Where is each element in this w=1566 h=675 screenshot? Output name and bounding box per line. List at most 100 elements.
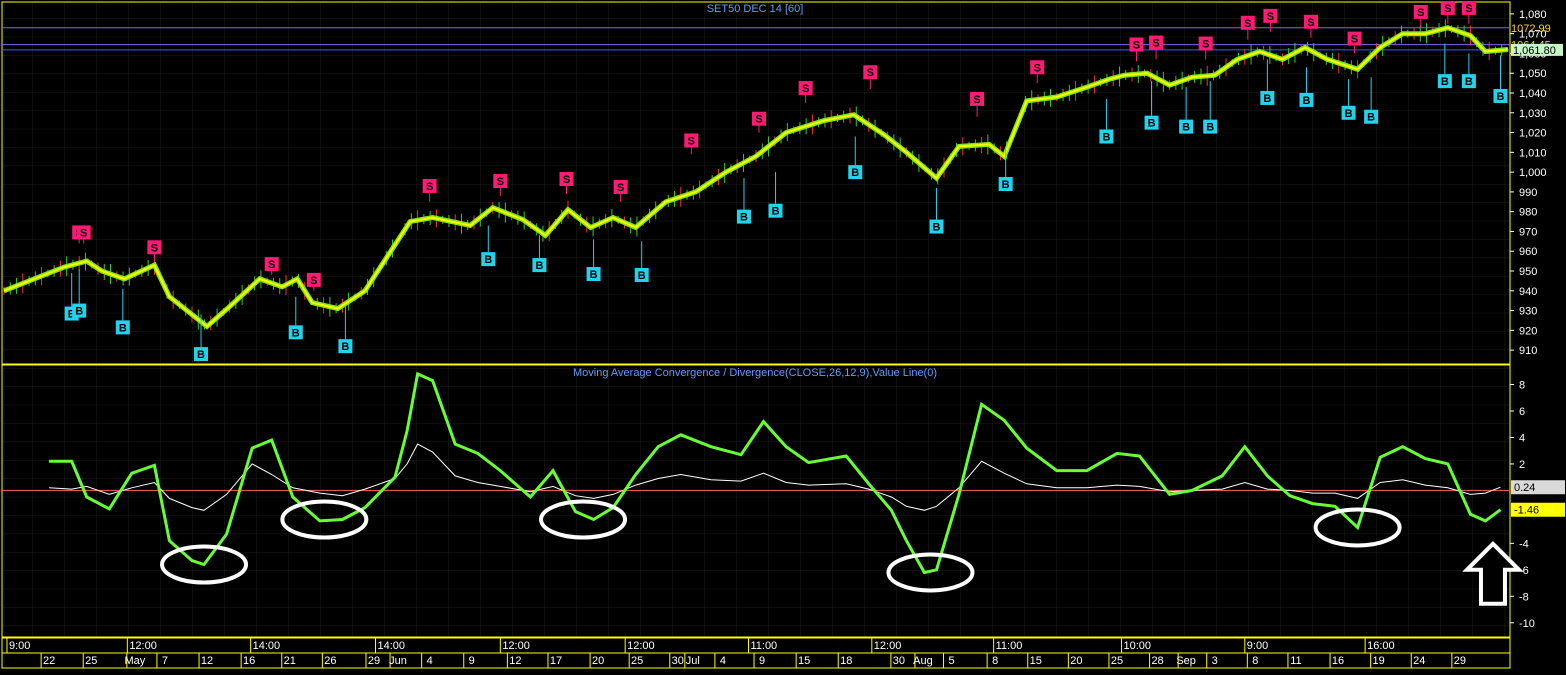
buy-signal-box bbox=[481, 252, 496, 267]
buy-signal-label: B bbox=[292, 327, 300, 339]
date-axis-label: 9 bbox=[469, 655, 475, 667]
buy-signal-label: B bbox=[1148, 118, 1156, 130]
date-axis-row bbox=[1, 652, 1511, 669]
price-axis-label: 930 bbox=[1519, 306, 1537, 318]
buy-signal-box bbox=[634, 267, 649, 282]
date-axis-label: 20 bbox=[592, 655, 604, 667]
sell-signal-label: S bbox=[1133, 40, 1140, 52]
time-axis-label: 9:00 bbox=[1247, 640, 1268, 652]
buy-signal-box bbox=[998, 176, 1013, 191]
last-price-tag bbox=[1511, 43, 1563, 56]
sell-signal-box bbox=[1198, 36, 1213, 51]
macd-axis-label: -8 bbox=[1519, 591, 1529, 603]
buy-signal-box bbox=[736, 209, 751, 224]
sell-signal-box bbox=[1303, 14, 1318, 29]
price-axis-label: 990 bbox=[1519, 187, 1537, 199]
date-axis-label: 4 bbox=[427, 655, 433, 667]
date-axis-label: 25 bbox=[1111, 655, 1123, 667]
buy-signal-label: B bbox=[1102, 132, 1110, 144]
sell-signal-label: S bbox=[1465, 3, 1472, 15]
buy-signal-box bbox=[1493, 88, 1508, 103]
sell-signal-label: S bbox=[755, 114, 762, 126]
sell-signal-label: S bbox=[617, 182, 624, 194]
buy-signal-box bbox=[72, 303, 87, 318]
price-axis-label: 1,020 bbox=[1519, 128, 1547, 140]
price-axis-label: 1,000 bbox=[1519, 167, 1547, 179]
sell-signal-label: S bbox=[867, 67, 874, 79]
time-axis: 9:00 12:00 14:00 14:00 12:00 12:00 11:00 12:00 1… bbox=[1, 637, 1511, 669]
macd-axis-label: 8 bbox=[1519, 380, 1525, 392]
date-axis-label: 12 bbox=[509, 655, 521, 667]
date-axis-label: 16 bbox=[243, 655, 255, 667]
buy-signal-box bbox=[929, 219, 944, 234]
buy-signal-label: B bbox=[75, 306, 83, 318]
macd-axis: 8 6 4 2 -4 -6 -8 -10 0.24 -1.46 bbox=[1510, 380, 1565, 630]
price-panel-frame bbox=[1, 1, 1511, 365]
time-axis-label: 14:00 bbox=[253, 640, 281, 652]
price-line bbox=[3, 26, 1509, 328]
buy-signal-box bbox=[768, 203, 783, 218]
time-axis-label: 12:00 bbox=[874, 640, 902, 652]
price-axis-label: 1,070 bbox=[1519, 29, 1547, 41]
buy-signal-label: B bbox=[197, 349, 205, 361]
buy-signal-label: B bbox=[1441, 76, 1449, 88]
sell-signal-label: S bbox=[1244, 18, 1251, 30]
buy-signal-label: B bbox=[933, 222, 941, 234]
sell-signal-box bbox=[1030, 60, 1045, 75]
price-axis-label: 1,080 bbox=[1519, 9, 1547, 21]
date-axis-label: 3 bbox=[1212, 655, 1218, 667]
highlight-ellipse bbox=[1313, 507, 1402, 548]
buy-signal-label: B bbox=[341, 341, 349, 353]
last-price-tag-label: 1,061.80 bbox=[1513, 45, 1556, 57]
time-axis-label: 12:00 bbox=[627, 640, 655, 652]
sell-signal-label: S bbox=[497, 176, 504, 188]
date-axis-label: 30 bbox=[672, 655, 684, 667]
sell-signal-label: S bbox=[1152, 38, 1159, 50]
sell-signal-box bbox=[1413, 4, 1428, 19]
sell-signal-box bbox=[863, 65, 878, 80]
sell-signal-box bbox=[1240, 15, 1255, 30]
buy-signal-box bbox=[1099, 129, 1114, 144]
macd-chart-title: Moving Average Convergence / Divergence(… bbox=[573, 367, 937, 379]
buy-signal-label: B bbox=[1263, 93, 1271, 105]
macd-value-tag-label: 0.24 bbox=[1514, 482, 1535, 494]
time-axis-label: 9:00 bbox=[9, 640, 30, 652]
buy-signal-label: B bbox=[1002, 179, 1010, 191]
buy-signal-label: B bbox=[1497, 91, 1505, 103]
macd-value-tag-label: -1.46 bbox=[1514, 505, 1539, 517]
buy-signal-box bbox=[1341, 105, 1356, 120]
date-axis-label: 15 bbox=[798, 655, 810, 667]
date-axis-label: 16 bbox=[1332, 655, 1344, 667]
date-axis-label: Sep bbox=[1176, 655, 1196, 667]
sell-signal-label: S bbox=[973, 94, 980, 106]
sell-signal-box bbox=[1440, 0, 1455, 15]
sell-signal-label: S bbox=[1351, 34, 1358, 46]
sell-signal-box bbox=[1347, 31, 1362, 46]
date-axis-label: 24 bbox=[1413, 655, 1425, 667]
buy-signal-box bbox=[338, 339, 353, 354]
time-axis-label: 16:00 bbox=[1367, 640, 1395, 652]
buy-signal-label: B bbox=[119, 322, 127, 334]
buy-signal-box bbox=[1437, 74, 1452, 89]
time-axis-label: 10:00 bbox=[1123, 640, 1151, 652]
buy-signal-box bbox=[288, 325, 303, 340]
up-arrow-annotation bbox=[1462, 540, 1524, 606]
macd-axis-label: 6 bbox=[1519, 406, 1525, 418]
buy-signal-label: B bbox=[1345, 108, 1353, 120]
macd-line bbox=[49, 371, 1502, 575]
buy-signal-label: B bbox=[484, 254, 492, 266]
price-axis-label: 960 bbox=[1519, 246, 1537, 258]
buy-signal-box bbox=[115, 320, 130, 335]
price-axis-label: 970 bbox=[1519, 226, 1537, 238]
highlight-ellipse bbox=[539, 499, 628, 540]
sell-signal-box bbox=[493, 174, 508, 189]
date-axis-label: 18 bbox=[840, 655, 852, 667]
date-axis-label: 29 bbox=[368, 655, 380, 667]
date-axis-label: 28 bbox=[1151, 655, 1163, 667]
price-axis-label: 920 bbox=[1519, 325, 1537, 337]
date-axis-label: 21 bbox=[284, 655, 296, 667]
price-axis-label: 1,030 bbox=[1519, 108, 1547, 120]
price-axis-label: 950 bbox=[1519, 266, 1537, 278]
